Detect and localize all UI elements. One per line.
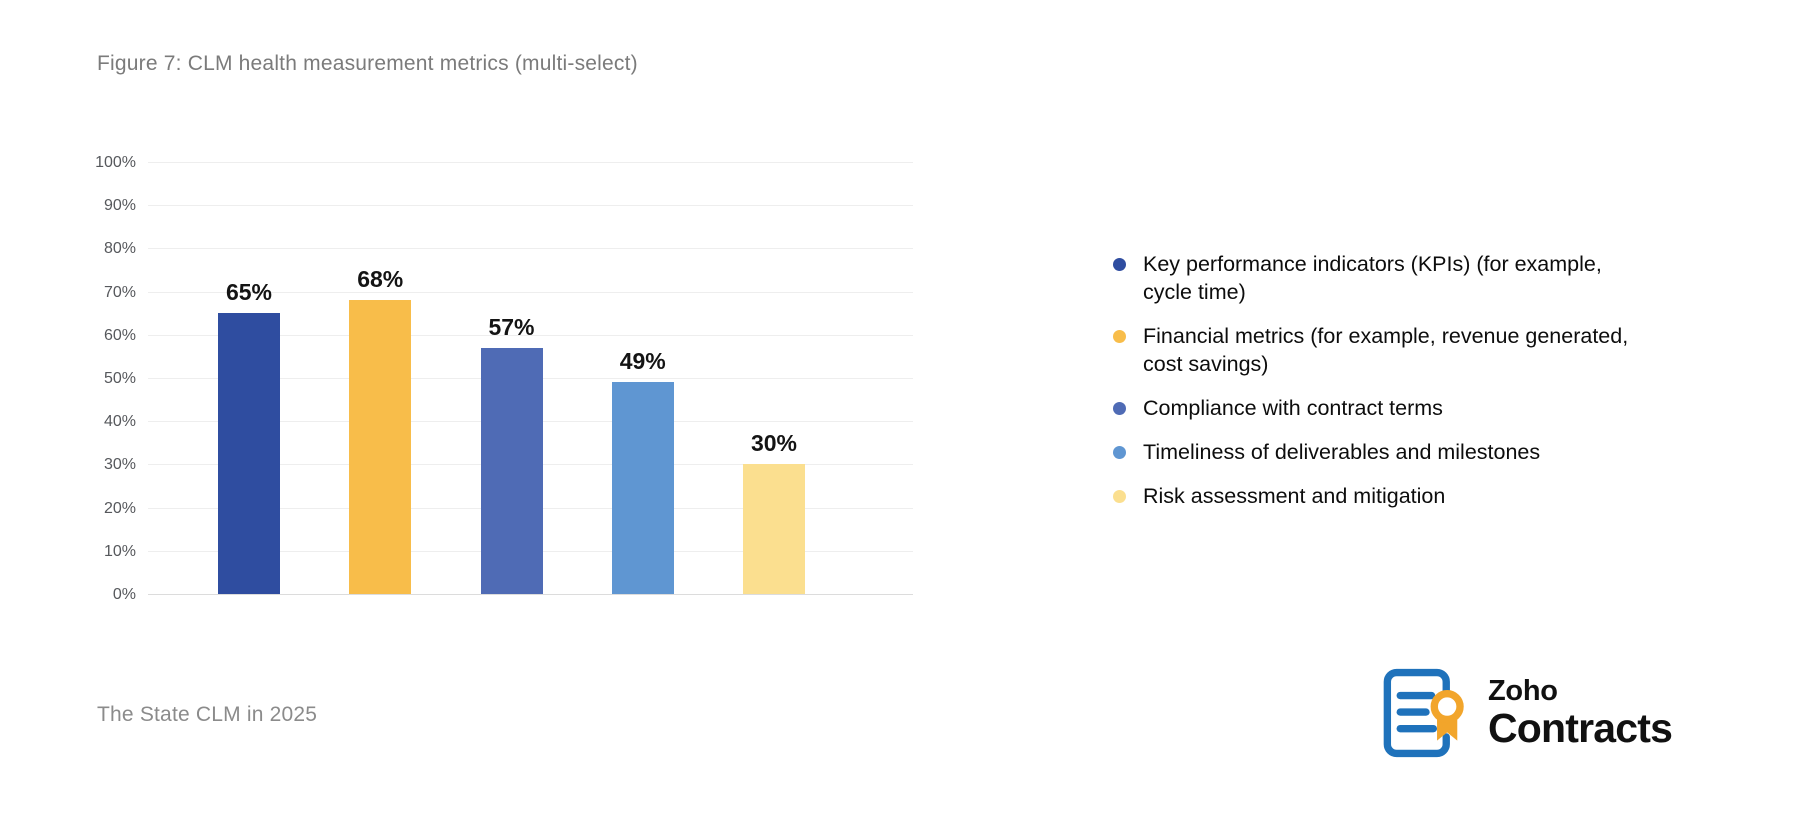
gridline-0: [148, 594, 913, 595]
legend-label: Timeliness of deliverables and milestone…: [1143, 440, 1541, 464]
ytick-label-40: 40%: [103, 413, 136, 431]
legend-item-5: Risk assessment and mitigation: [1113, 482, 1723, 510]
bar-5: 30%: [743, 430, 805, 594]
gridline-90: [148, 205, 913, 207]
legend-item-4: Timeliness of deliverables and milestone…: [1113, 438, 1723, 466]
logo-product-name: Contracts: [1488, 704, 1673, 751]
ytick-label-10: 10%: [103, 542, 136, 560]
bar-value-label-3: 57%: [488, 313, 535, 340]
legend-bullet-icon: [1113, 402, 1126, 415]
bar-1: 65%: [218, 279, 280, 594]
bar-value-label-1: 65%: [225, 279, 273, 306]
bar-value-label-2: 68%: [357, 266, 404, 293]
gridline-100: [148, 162, 913, 163]
ytick-label-50: 50%: [103, 370, 136, 387]
legend-item-3: Compliance with contract terms: [1113, 394, 1723, 422]
legend-label: Risk assessment and mitigation: [1143, 484, 1446, 508]
bar-4: 49%: [611, 348, 674, 594]
ytick-label-90: 90%: [103, 197, 136, 215]
ytick-label-70: 70%: [103, 283, 136, 301]
legend-label: Financial metrics (for example, revenue …: [1143, 324, 1629, 376]
legend-item-1: Key performance indicators (KPIs) (for e…: [1113, 250, 1723, 306]
legend-label: Compliance with contract terms: [1143, 396, 1443, 420]
document-with-ribbon-seal-icon: [1380, 665, 1472, 761]
logo-text: Zoho Contracts: [1488, 675, 1673, 751]
ytick-label-0: 0%: [112, 586, 136, 603]
bar-value-label-5: 30%: [750, 430, 798, 457]
legend-item-2: Financial metrics (for example, revenue …: [1113, 322, 1723, 378]
zoho-contracts-logo: Zoho Contracts: [1380, 665, 1673, 761]
ytick-label-60: 60%: [103, 326, 136, 344]
bar-3: 57%: [480, 314, 543, 594]
plot-area: 0% 10% 20% 30% 40% 50% 60% 70% 80% 90% 100% 65% 68% 5…: [95, 155, 913, 603]
ytick-label-30: 30%: [103, 456, 136, 474]
ytick-label-100: 100%: [95, 154, 136, 171]
legend-bullet-icon: [1113, 330, 1126, 343]
gridline-70: [148, 291, 913, 293]
gridline-60: [148, 334, 913, 336]
ytick-label-80: 80%: [103, 240, 136, 258]
bar-value-label-4: 49%: [619, 348, 666, 375]
source-note: The State CLM in 2025: [97, 703, 318, 726]
legend-bullet-icon: [1113, 490, 1126, 503]
bar-2: 68%: [349, 266, 412, 594]
legend-bullet-icon: [1113, 258, 1126, 271]
figure-title: Figure 7: CLM health measurement metrics…: [97, 52, 638, 75]
legend-label: Key performance indicators (KPIs) (for e…: [1143, 252, 1602, 304]
gridline-80: [148, 248, 913, 250]
legend-bullet-icon: [1113, 446, 1126, 459]
ytick-label-20: 20%: [103, 499, 136, 517]
chart-legend: Key performance indicators (KPIs) (for e…: [1113, 250, 1723, 526]
logo-brand-name: Zoho: [1488, 675, 1558, 708]
